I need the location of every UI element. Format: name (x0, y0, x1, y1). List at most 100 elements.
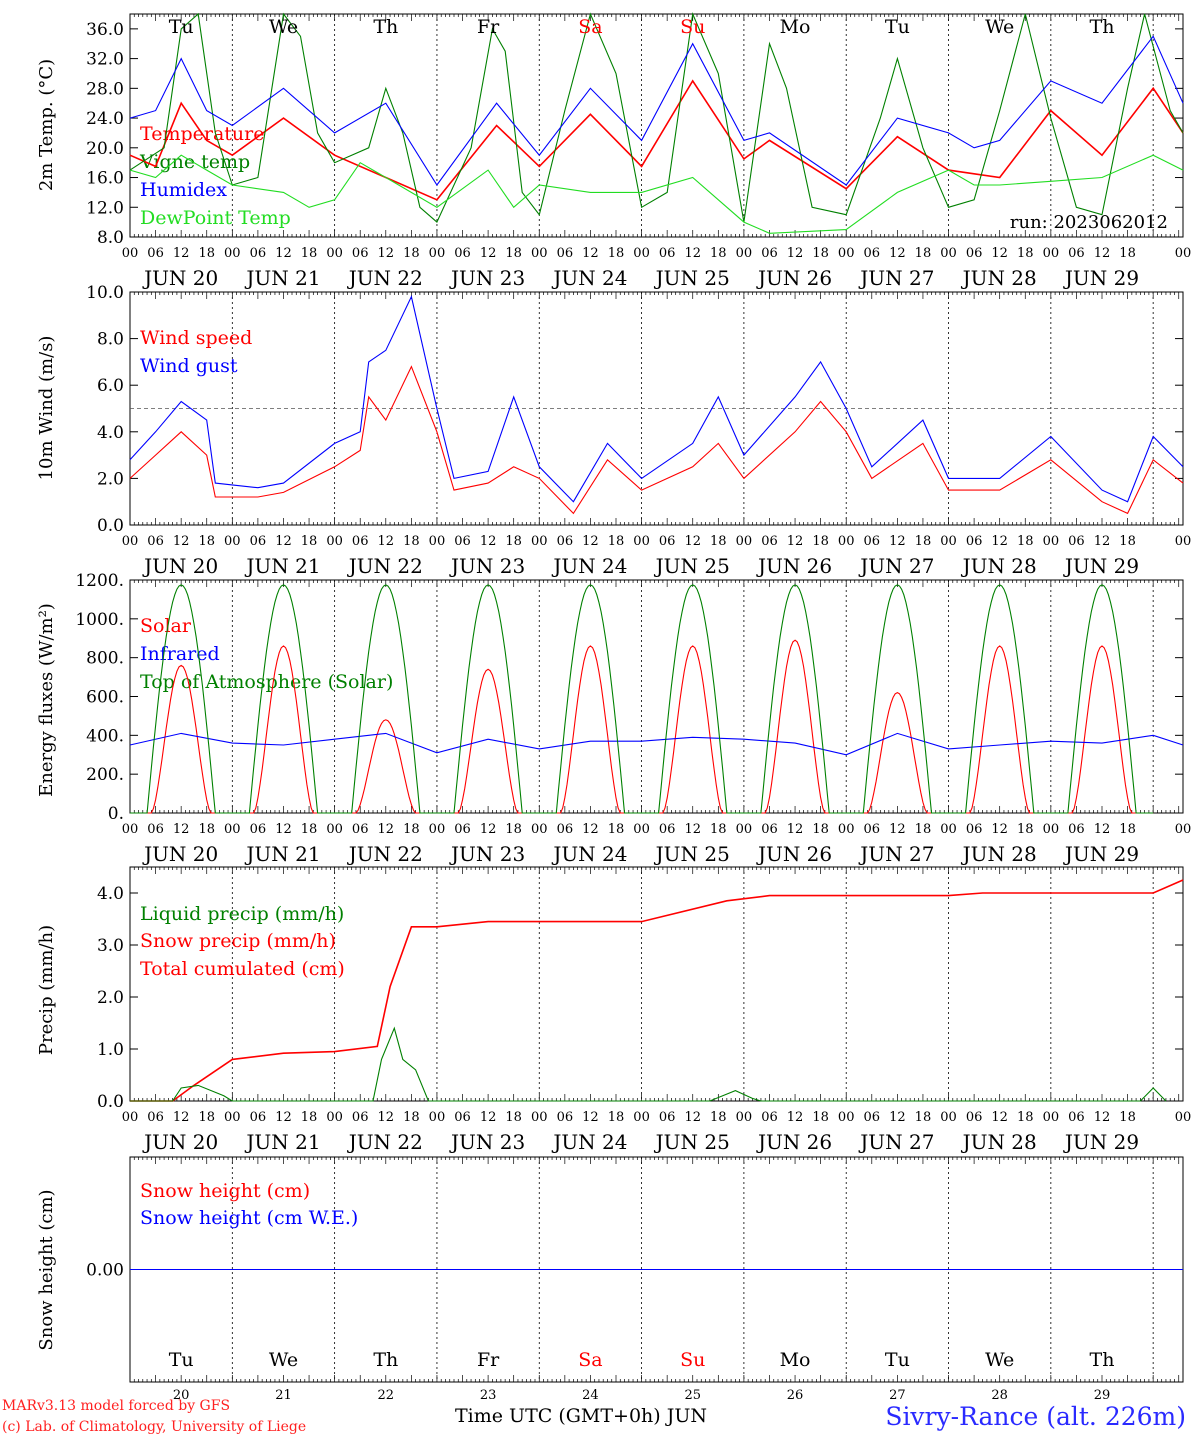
day-name-top: Tu (169, 16, 194, 38)
day-name-bottom: We (269, 1349, 298, 1371)
hour-label: 00 (1043, 822, 1060, 837)
hour-label: 00 (1175, 246, 1192, 261)
panel-frame (129, 13, 1184, 238)
hour-label: 00 (122, 1110, 139, 1125)
y-tick-label: 10.0 (86, 283, 124, 303)
legend-entry: Infrared (140, 643, 220, 665)
hour-label: 00 (633, 246, 650, 261)
hour-label: 12 (1094, 534, 1111, 549)
y-tick-label: 3.0 (97, 936, 124, 956)
hour-label: 12 (378, 246, 395, 261)
hour-label: 12 (684, 534, 701, 549)
hour-label: 06 (557, 246, 574, 261)
y-tick-label: 0.0 (97, 516, 124, 536)
day-number: 20 (173, 1388, 190, 1403)
hour-label: 18 (403, 534, 420, 549)
hour-label: 00 (736, 534, 753, 549)
date-label: JUN 28 (961, 554, 1037, 578)
hour-label: 00 (633, 534, 650, 549)
series-line-temperature (129, 79, 1184, 201)
hour-label: 06 (250, 1110, 267, 1125)
hour-label: 00 (736, 246, 753, 261)
date-label: JUN 26 (756, 266, 832, 290)
date-label: JUN 25 (654, 554, 730, 578)
hour-label: 18 (505, 246, 522, 261)
hour-label: 18 (1119, 822, 1136, 837)
date-label: JUN 29 (1063, 1130, 1139, 1154)
day-name-bottom: Th (1090, 1349, 1115, 1371)
day-name-bottom: Th (373, 1349, 398, 1371)
hour-label: 18 (812, 1110, 829, 1125)
date-label: JUN 27 (858, 1130, 934, 1154)
hour-label: 06 (761, 534, 778, 549)
hour-label: 06 (1068, 1110, 1085, 1125)
hour-label: 00 (326, 1110, 343, 1125)
hour-label: 06 (454, 246, 471, 261)
hour-label: 12 (480, 1110, 497, 1125)
hour-label: 06 (659, 534, 676, 549)
hour-label: 00 (940, 246, 957, 261)
hour-label: 00 (326, 822, 343, 837)
hour-label: 06 (1068, 534, 1085, 549)
date-label: JUN 26 (756, 842, 832, 866)
legend-entry: Wind gust (140, 355, 238, 377)
day-number: 22 (378, 1388, 395, 1403)
y-tick-label: 1200. (75, 571, 124, 591)
hour-label: 12 (1094, 1110, 1111, 1125)
hour-label: 18 (403, 246, 420, 261)
hour-label: 06 (659, 246, 676, 261)
series-line-wind-gust (129, 295, 1184, 503)
series-line-top-of-atmosphere-solar- (130, 584, 1154, 814)
series-line-dewpoint-temp (129, 154, 1184, 234)
hour-label: 00 (224, 1110, 241, 1125)
hour-label: 06 (966, 822, 983, 837)
date-label: JUN 21 (244, 842, 320, 866)
hour-label: 12 (480, 246, 497, 261)
y-tick-label: 16.0 (86, 169, 124, 189)
day-name-bottom: Su (680, 1349, 705, 1371)
day-number: 25 (684, 1388, 701, 1403)
hour-label: 06 (557, 822, 574, 837)
hour-label: 18 (915, 1110, 932, 1125)
day-name-top: Su (680, 16, 705, 38)
y-tick-label: 12.0 (86, 198, 124, 218)
date-label: JUN 24 (551, 1130, 627, 1154)
hour-label: 06 (966, 534, 983, 549)
hour-label: 06 (1068, 822, 1085, 837)
legend-entry: Solar (140, 615, 192, 637)
hour-label: 18 (505, 1110, 522, 1125)
hour-label: 18 (710, 822, 727, 837)
date-label: JUN 27 (858, 554, 934, 578)
hour-label: 18 (915, 246, 932, 261)
hour-label: 18 (812, 246, 829, 261)
hour-label: 12 (582, 534, 599, 549)
y-tick-label: 2.0 (97, 469, 124, 489)
run-label: run: 2023062012 (1010, 212, 1168, 233)
hour-label: 00 (1175, 1110, 1192, 1125)
date-label: JUN 23 (449, 554, 525, 578)
panel-frame (129, 579, 1184, 814)
hour-label: 06 (557, 1110, 574, 1125)
hour-label: 12 (889, 534, 906, 549)
hour-label: 06 (454, 822, 471, 837)
day-name-top: We (985, 16, 1014, 38)
y-tick-label: 4.0 (97, 423, 124, 443)
hour-label: 00 (122, 534, 139, 549)
day-name-top: Mo (780, 16, 811, 38)
day-number: 26 (787, 1388, 804, 1403)
hour-label: 00 (326, 246, 343, 261)
hour-label: 12 (787, 246, 804, 261)
hour-label: 18 (1119, 1110, 1136, 1125)
hour-label: 06 (147, 246, 164, 261)
day-number: 23 (480, 1388, 497, 1403)
hour-label: 18 (608, 246, 625, 261)
day-number: 28 (991, 1388, 1008, 1403)
y-tick-label: 1.0 (97, 1040, 124, 1060)
hour-label: 00 (838, 822, 855, 837)
hour-label: 12 (889, 1110, 906, 1125)
hour-label: 12 (787, 1110, 804, 1125)
series-line-wind-speed (129, 365, 1184, 515)
date-label: JUN 28 (961, 266, 1037, 290)
date-label: JUN 23 (449, 266, 525, 290)
legend-entry: Snow height (cm W.E.) (140, 1207, 358, 1229)
